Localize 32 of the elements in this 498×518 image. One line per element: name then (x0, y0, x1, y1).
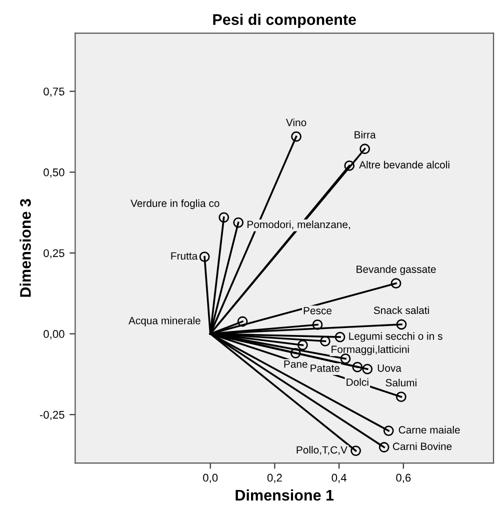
annotation: Carni Bovine (392, 442, 452, 450)
annotation: Carne maiale (398, 426, 460, 434)
y-tick-label: 0,25 (44, 249, 64, 258)
annotation: Acqua minerale (128, 316, 200, 326)
annotation: Formaggi,latticini (332, 345, 409, 356)
annotation: Pollo,T,C,V (296, 446, 348, 455)
y-tick-label: 0,50 (44, 168, 64, 178)
annotation: Pomodori, melanzane, (248, 220, 350, 230)
x-tick-label: 0,6 (396, 474, 411, 483)
annotation: Frutta (171, 252, 198, 260)
annotation: Pesce (304, 307, 332, 314)
annotation: Vino (286, 118, 306, 126)
annotation: Snack salati (374, 306, 429, 314)
annotation: Verdure in foglia co (130, 199, 220, 210)
annotation: Bevande gassate (356, 265, 436, 276)
annotation: Uova (378, 364, 402, 372)
annotation: Salumi (386, 378, 416, 386)
x-axis-title: Dimensione 1 (236, 489, 334, 501)
x-tick-label: 0,0 (203, 474, 218, 483)
x-tick-label: 0,4 (332, 474, 346, 483)
annotation: Legumi secchi o in s (349, 332, 442, 342)
annotation: Altre bevande alcoli (359, 160, 450, 168)
annotation: Pane (284, 360, 308, 368)
y-tick-label: -0,25 (40, 410, 64, 420)
y-axis-title: Dimensione 3 (20, 199, 31, 297)
annotation: Dolci (346, 378, 368, 386)
annotation: Birra (354, 130, 376, 138)
annotation: Patate (310, 364, 340, 372)
x-tick-label: 0,2 (267, 474, 282, 483)
chart-title: Pesi di componente (213, 14, 356, 28)
y-tick-label: 0,00 (44, 330, 64, 340)
y-tick-label: 0,75 (44, 88, 64, 97)
